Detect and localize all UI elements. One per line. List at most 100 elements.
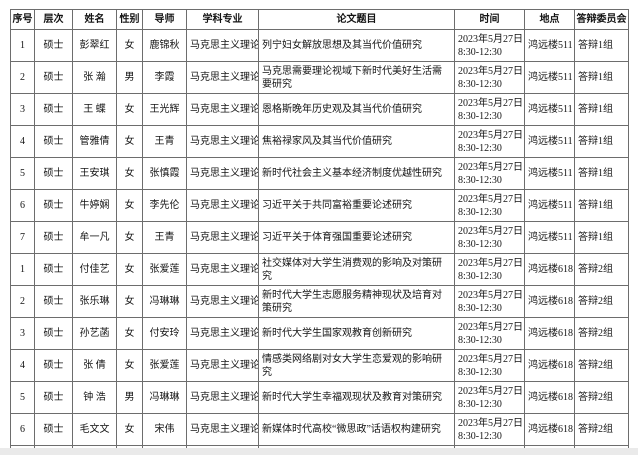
cell-advisor: 张爱莲 — [142, 349, 187, 382]
cell-gender: 女 — [116, 413, 143, 446]
cell-advisor: 付安玲 — [142, 317, 187, 350]
cell-no: 2 — [10, 285, 35, 318]
cell-no: 7 — [10, 221, 35, 254]
cell-name: 牛婷娴 — [72, 189, 117, 222]
cell-title: 新时代大学生志愿服务精神现状及培育对策研究 — [258, 285, 455, 318]
cell-level: 硕士 — [34, 413, 73, 446]
column-header-major: 学科专业 — [186, 9, 259, 30]
column-header-committee: 答辩委员会 — [574, 9, 629, 30]
time-line: 8:30-12:30 — [458, 206, 502, 218]
cell-no: 6 — [10, 413, 35, 446]
cell-name: 王安琪 — [72, 157, 117, 190]
cell-location: 鸿远楼618 — [524, 285, 575, 318]
cell-committee: 答辩2组 — [574, 349, 629, 382]
time-line: 8:30-12:30 — [458, 110, 502, 122]
cell-committee: 答辩2组 — [574, 285, 629, 318]
cell-no: 5 — [10, 157, 35, 190]
cell-committee: 答辩2组 — [574, 253, 629, 286]
cell-name: 张 倩 — [72, 349, 117, 382]
cell-no: 2 — [10, 61, 35, 94]
column-header-level: 层次 — [34, 9, 73, 30]
table-row: 5 硕士钟 浩男冯琳琳 马克思主义理论 新时代大学生幸福观现状及教育对策研究 2023年… — [10, 381, 629, 414]
cell-title: 马克思需要理论视域下新时代美好生活需要研究 — [258, 61, 455, 94]
cell-title: 习近平关于共同富裕重要论述研究 — [258, 189, 455, 222]
time-line: 8:30-12:30 — [458, 270, 502, 282]
cell-gender: 女 — [116, 189, 143, 222]
table-row: 4 硕士 管雅倩女王青 马克思主义理论 焦裕禄家风及其当代价值研究 2023年5月27日 8… — [10, 125, 629, 158]
cell-location: 鸿远楼511 — [524, 189, 575, 222]
time-line: 2023年5月27日 — [458, 33, 523, 45]
time-line: 2023年5月27日 — [458, 257, 523, 269]
cell-major: 马克思主义理论 — [186, 93, 259, 126]
time-line: 8:30-12:30 — [458, 302, 502, 314]
cell-name: 钟 浩 — [72, 381, 117, 414]
time-line: 8:30-12:30 — [458, 334, 502, 346]
cell-advisor: 王青 — [142, 125, 187, 158]
time-line: 2023年5月27日 — [458, 225, 523, 237]
cell-no: 6 — [10, 189, 35, 222]
cell-level: 硕士 — [34, 93, 73, 126]
cell-name: 牟一凡 — [72, 221, 117, 254]
cell-advisor: 李先伦 — [142, 189, 187, 222]
cell-name: 王 蝶 — [72, 93, 117, 126]
cell-location: 鸿远楼511 — [524, 221, 575, 254]
cell-major: 马克思主义理论 — [186, 157, 259, 190]
time-line: 8:30-12:30 — [458, 46, 502, 58]
cell-title: 焦裕禄家风及其当代价值研究 — [258, 125, 455, 158]
cell-name: 张 瀚 — [72, 61, 117, 94]
cell-gender: 女 — [116, 221, 143, 254]
cell-title: 列宁妇女解放思想及其当代价值研究 — [258, 29, 455, 62]
cell-name: 毛文文 — [72, 413, 117, 446]
defense-table: 序号 层次 姓名 性别 导师 学科专业 论文题目 时间 地点 答辩委员会 1 硕士 彭翠红女鹿锦秋 马克… — [10, 9, 629, 455]
cell-name: 孙艺菡 — [72, 317, 117, 350]
cell-level: 硕士 — [34, 157, 73, 190]
cell-title: 新时代社会主义基本经济制度优越性研究 — [258, 157, 455, 190]
time-line: 2023年5月27日 — [458, 289, 523, 301]
cell-level: 硕士 — [34, 221, 73, 254]
time-line: 8:30-12:30 — [458, 174, 502, 186]
time-line: 2023年5月27日 — [458, 65, 523, 77]
cell-committee: 答辩1组 — [574, 189, 629, 222]
cell-no: 3 — [10, 317, 35, 350]
cell-advisor: 宋伟 — [142, 413, 187, 446]
cell-committee: 答辩1组 — [574, 221, 629, 254]
cell-level: 硕士 — [34, 253, 73, 286]
time-line: 2023年5月27日 — [458, 321, 523, 333]
column-header-title: 论文题目 — [258, 9, 455, 30]
cell-gender: 女 — [116, 125, 143, 158]
cell-title: 情感类网络剧对女大学生恋爱观的影响研究 — [258, 349, 455, 382]
table-header-row: 序号 层次 姓名 性别 导师 学科专业 论文题目 时间 地点 答辩委员会 — [10, 9, 629, 30]
cell-level: 硕士 — [34, 125, 73, 158]
column-header-time: 时间 — [454, 9, 525, 30]
cell-major: 马克思主义理论 — [186, 29, 259, 62]
cell-advisor: 鹿锦秋 — [142, 29, 187, 62]
time-line: 8:30-12:30 — [458, 238, 502, 250]
cell-committee: 答辩2组 — [574, 413, 629, 446]
cell-gender: 女 — [116, 253, 143, 286]
cell-no: 1 — [10, 29, 35, 62]
time-line: 2023年5月27日 — [458, 417, 523, 429]
column-header-location: 地点 — [524, 9, 575, 30]
cell-major: 马克思主义理论 — [186, 253, 259, 286]
cell-major: 马克思主义理论 — [186, 285, 259, 318]
cell-location: 鸿远楼618 — [524, 317, 575, 350]
cell-committee: 答辩2组 — [574, 381, 629, 414]
column-header-no: 序号 — [10, 9, 35, 30]
cell-level: 硕士 — [34, 349, 73, 382]
table-row: 5 硕士 王安琪女张慎霞 马克思主义理论 新时代社会主义基本经济制度优越性研究 2023年… — [10, 157, 629, 190]
cell-gender: 女 — [116, 29, 143, 62]
cell-location: 鸿远楼511 — [524, 29, 575, 62]
cell-committee: 答辩1组 — [574, 93, 629, 126]
time-line: 8:30-12:30 — [458, 142, 502, 154]
time-line: 2023年5月27日 — [458, 161, 523, 173]
cell-title: 社交媒体对大学生消费观的影响及对策研究 — [258, 253, 455, 286]
cell-gender: 女 — [116, 285, 143, 318]
cell-major: 马克思主义理论 — [186, 381, 259, 414]
